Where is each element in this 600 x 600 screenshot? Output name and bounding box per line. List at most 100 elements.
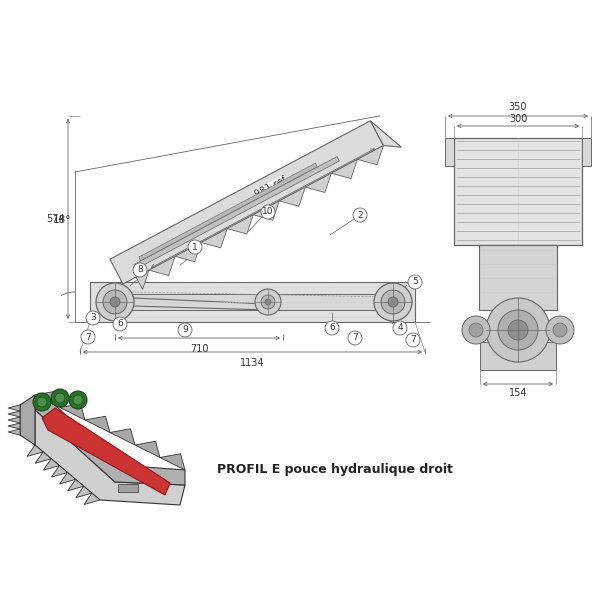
Polygon shape [8, 411, 20, 417]
Text: 10: 10 [262, 208, 274, 217]
Polygon shape [139, 163, 317, 260]
Text: 981 ref: 981 ref [253, 175, 289, 200]
Polygon shape [76, 486, 92, 497]
Circle shape [110, 297, 120, 307]
Text: 5: 5 [412, 277, 418, 286]
Text: 2: 2 [357, 211, 363, 220]
Circle shape [325, 321, 339, 335]
Circle shape [86, 311, 100, 325]
Polygon shape [8, 405, 20, 411]
Circle shape [393, 321, 407, 335]
Text: 7: 7 [410, 335, 416, 344]
Polygon shape [358, 146, 383, 165]
Circle shape [469, 323, 483, 337]
Polygon shape [84, 493, 100, 505]
Circle shape [81, 330, 95, 344]
Circle shape [69, 391, 87, 409]
Circle shape [374, 283, 412, 321]
Polygon shape [35, 391, 60, 407]
Circle shape [353, 208, 367, 222]
Circle shape [261, 295, 275, 309]
Bar [90, 282, 415, 322]
Text: 6: 6 [117, 319, 123, 329]
Polygon shape [59, 473, 76, 484]
Text: 4: 4 [397, 323, 403, 332]
Circle shape [348, 331, 362, 345]
Polygon shape [8, 423, 20, 429]
Text: 350: 350 [509, 102, 527, 112]
Polygon shape [175, 242, 201, 262]
Polygon shape [43, 459, 59, 470]
Text: 18°: 18° [53, 215, 71, 225]
Circle shape [508, 320, 528, 340]
Circle shape [486, 298, 550, 362]
Text: 7: 7 [352, 334, 358, 343]
Circle shape [55, 393, 65, 403]
Circle shape [188, 240, 202, 254]
Polygon shape [149, 256, 175, 275]
Circle shape [96, 283, 134, 321]
Circle shape [103, 290, 127, 314]
Polygon shape [331, 160, 358, 179]
Polygon shape [35, 395, 185, 485]
Polygon shape [370, 121, 401, 147]
Polygon shape [120, 294, 388, 310]
Circle shape [388, 297, 398, 307]
Circle shape [406, 333, 420, 347]
Text: 9: 9 [182, 325, 188, 335]
Text: 1: 1 [192, 242, 198, 251]
Text: 6: 6 [329, 323, 335, 332]
Polygon shape [110, 429, 135, 445]
Polygon shape [279, 187, 305, 206]
Bar [118, 484, 138, 492]
Polygon shape [52, 466, 67, 477]
Circle shape [553, 323, 567, 337]
Polygon shape [201, 229, 227, 248]
Polygon shape [136, 270, 149, 289]
Polygon shape [60, 404, 85, 420]
Text: 154: 154 [509, 388, 527, 398]
Polygon shape [135, 441, 160, 457]
Polygon shape [27, 445, 43, 457]
Polygon shape [160, 454, 185, 470]
Circle shape [381, 290, 405, 314]
Polygon shape [8, 429, 20, 435]
Text: 8: 8 [137, 265, 143, 275]
Text: 710: 710 [190, 344, 208, 354]
Text: 3: 3 [90, 313, 96, 323]
Bar [454, 138, 582, 245]
Circle shape [265, 299, 271, 305]
Circle shape [33, 393, 51, 411]
Polygon shape [42, 408, 170, 495]
Text: 300: 300 [509, 114, 527, 124]
Circle shape [408, 275, 422, 289]
Bar [582, 138, 591, 166]
Circle shape [255, 289, 281, 315]
Circle shape [37, 397, 47, 407]
Polygon shape [110, 121, 383, 284]
Polygon shape [85, 416, 110, 433]
Polygon shape [305, 173, 331, 193]
Bar [445, 138, 454, 166]
Polygon shape [68, 479, 84, 491]
Polygon shape [227, 215, 253, 234]
Polygon shape [35, 410, 185, 505]
Text: 574: 574 [46, 214, 65, 224]
Circle shape [261, 205, 275, 219]
Circle shape [73, 395, 83, 405]
Polygon shape [134, 157, 340, 269]
Circle shape [546, 316, 574, 344]
Text: 7: 7 [85, 332, 91, 341]
Bar [479, 245, 557, 310]
Text: PROFIL E pouce hydraulique droit: PROFIL E pouce hydraulique droit [217, 463, 453, 476]
Circle shape [133, 263, 147, 277]
Circle shape [178, 323, 192, 337]
Polygon shape [35, 452, 51, 463]
Circle shape [113, 317, 127, 331]
Polygon shape [253, 201, 279, 220]
Circle shape [51, 389, 69, 407]
Circle shape [462, 316, 490, 344]
Bar [480, 342, 556, 370]
Text: 1134: 1134 [240, 358, 265, 368]
Circle shape [498, 310, 538, 350]
